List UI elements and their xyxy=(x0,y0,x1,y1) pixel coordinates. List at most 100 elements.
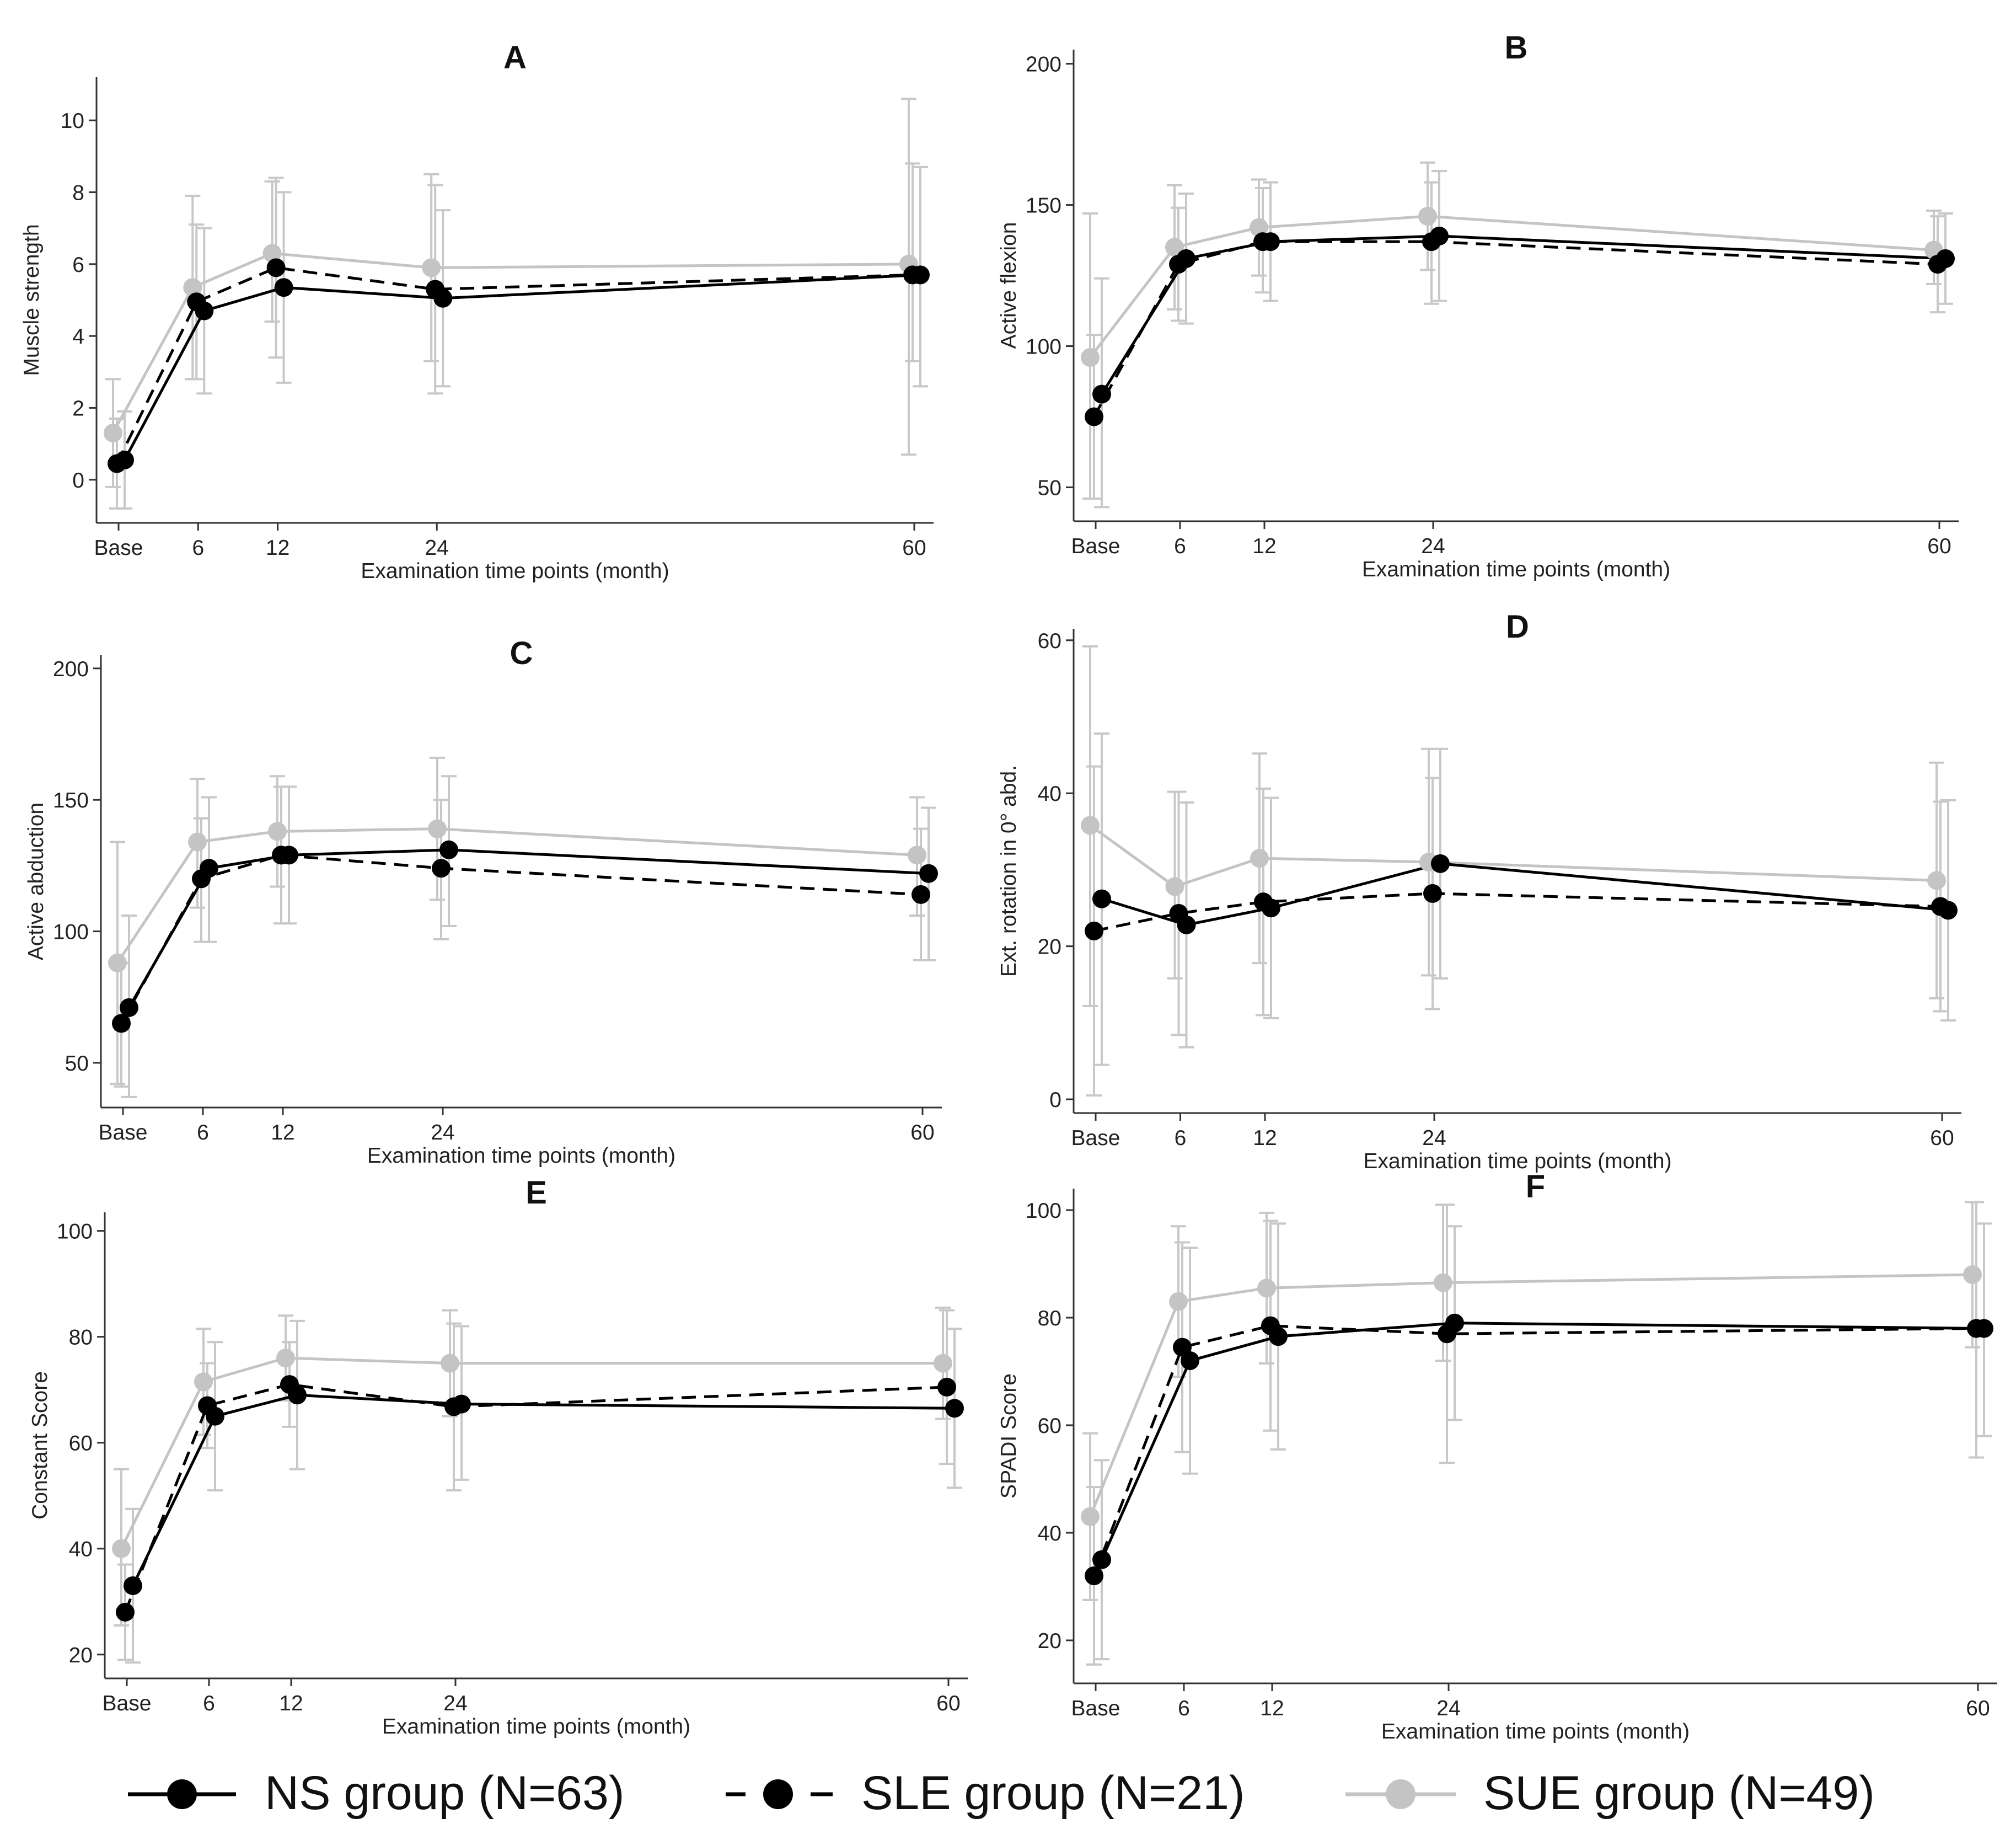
x-tick-label: Base xyxy=(1071,534,1120,558)
panel-title: B xyxy=(1505,30,1528,66)
x-tick-label: 60 xyxy=(910,1121,934,1144)
data-point xyxy=(1445,1313,1464,1333)
data-point xyxy=(108,953,127,972)
legend-sue-marker xyxy=(1386,1779,1416,1809)
y-tick-label: 60 xyxy=(69,1432,93,1456)
x-axis-label: Examination time points (month) xyxy=(361,559,669,583)
y-tick-label: 60 xyxy=(1038,629,1061,653)
panel-d: D 0 20 40 60 Base 6 12 24 60 Examination time poin… xyxy=(997,609,1961,1173)
data-point xyxy=(195,301,214,320)
data-point xyxy=(1165,238,1184,257)
panel-b: B 50 100 150 200 Base 6 12 24 60 Examination time … xyxy=(997,30,1959,581)
data-point xyxy=(1262,898,1280,918)
data-point xyxy=(1936,249,1955,268)
x-tick-label: 24 xyxy=(1436,1697,1460,1720)
data-point xyxy=(200,859,218,878)
data-point xyxy=(1261,232,1280,252)
y-tick-label: 2 xyxy=(72,397,84,420)
x-tick-label: Base xyxy=(103,1692,152,1715)
data-point xyxy=(919,864,938,883)
y-tick-label: 150 xyxy=(53,789,89,812)
series-sle-line xyxy=(115,266,913,464)
data-point xyxy=(1257,1279,1276,1298)
x-tick-label: 6 xyxy=(203,1692,215,1715)
y-tick-label: 200 xyxy=(1026,53,1061,77)
x-axis-label: Examination time points (month) xyxy=(1381,1720,1690,1743)
data-point xyxy=(1430,226,1449,245)
data-point xyxy=(432,859,451,878)
series-ns-markers xyxy=(1092,1313,1993,1569)
y-tick-label: 60 xyxy=(1038,1414,1061,1438)
panel-title: A xyxy=(503,40,527,76)
x-tick-label: 60 xyxy=(936,1692,960,1715)
y-tick-label: 80 xyxy=(1038,1307,1061,1330)
x-tick-label: Base xyxy=(94,536,143,560)
y-tick-label: 20 xyxy=(69,1644,93,1667)
data-point xyxy=(1081,348,1100,367)
data-point xyxy=(439,840,458,859)
panel-f: F 20 40 60 80 100 Base 6 12 24 60 Examination time … xyxy=(997,1169,1997,1743)
y-tick-label: 100 xyxy=(53,921,89,944)
data-point xyxy=(288,1386,307,1405)
x-tick-label: 24 xyxy=(431,1121,454,1144)
x-tick-label: 6 xyxy=(1178,1697,1190,1720)
data-point xyxy=(1081,1507,1100,1526)
data-point xyxy=(433,288,453,308)
series-ns-markers xyxy=(124,1386,964,1595)
x-axis-label: Examination time points (month) xyxy=(1362,558,1670,581)
y-tick-label: 6 xyxy=(72,253,84,277)
data-point xyxy=(188,832,207,852)
data-point xyxy=(1085,921,1103,940)
data-point xyxy=(1085,407,1103,426)
series-ns-errorbars xyxy=(121,775,936,1098)
series-ns-markers xyxy=(115,265,930,469)
x-tick-label: 12 xyxy=(1252,534,1276,558)
x-tick-label: 6 xyxy=(1174,534,1186,558)
y-tick-label: 100 xyxy=(1026,335,1061,359)
data-point xyxy=(1165,877,1184,896)
y-tick-label: 8 xyxy=(72,181,84,205)
data-point xyxy=(1250,218,1268,237)
legend-entry-ns: NS group (N=63) xyxy=(128,1767,624,1820)
series-ns-markers xyxy=(1092,854,1958,934)
x-tick-label: 12 xyxy=(1253,1126,1277,1150)
series-sue-markers xyxy=(108,819,926,972)
y-axis-label: Active flexion xyxy=(997,222,1021,349)
data-point xyxy=(934,1354,952,1373)
data-point xyxy=(908,846,926,865)
y-tick-label: 4 xyxy=(72,325,84,349)
y-tick-label: 100 xyxy=(57,1220,93,1244)
series-sue-markers xyxy=(1081,1265,1982,1526)
legend-sle-label: SLE group (N=21) xyxy=(861,1767,1245,1820)
data-point xyxy=(1081,816,1100,835)
data-point xyxy=(1092,1550,1111,1569)
data-point xyxy=(276,1349,295,1368)
data-point xyxy=(452,1394,471,1414)
x-tick-label: 6 xyxy=(1175,1126,1187,1150)
y-tick-label: 80 xyxy=(69,1326,93,1350)
y-tick-label: 40 xyxy=(1038,782,1061,806)
series-ns-markers xyxy=(120,840,938,1017)
data-point xyxy=(1939,901,1958,920)
data-point xyxy=(183,278,202,297)
series-ns-markers xyxy=(1092,226,1955,404)
legend-entry-sle: SLE group (N=21) xyxy=(726,1767,1245,1820)
y-tick-label: 100 xyxy=(1026,1199,1061,1223)
x-tick-label: 24 xyxy=(1421,534,1445,558)
data-point xyxy=(116,1602,135,1622)
data-point xyxy=(422,258,441,277)
y-axis-label: Muscle strength xyxy=(20,224,44,376)
y-tick-label: 10 xyxy=(61,109,84,133)
data-point xyxy=(112,1014,131,1033)
data-point xyxy=(115,450,134,469)
data-point xyxy=(1177,249,1195,268)
data-point xyxy=(268,822,287,841)
data-point xyxy=(1431,854,1450,873)
x-tick-label: 12 xyxy=(266,536,289,560)
data-point xyxy=(1169,1292,1188,1311)
x-axis-label: Examination time points (month) xyxy=(367,1144,675,1168)
data-point xyxy=(1418,207,1437,226)
x-tick-label: Base xyxy=(99,1121,148,1144)
